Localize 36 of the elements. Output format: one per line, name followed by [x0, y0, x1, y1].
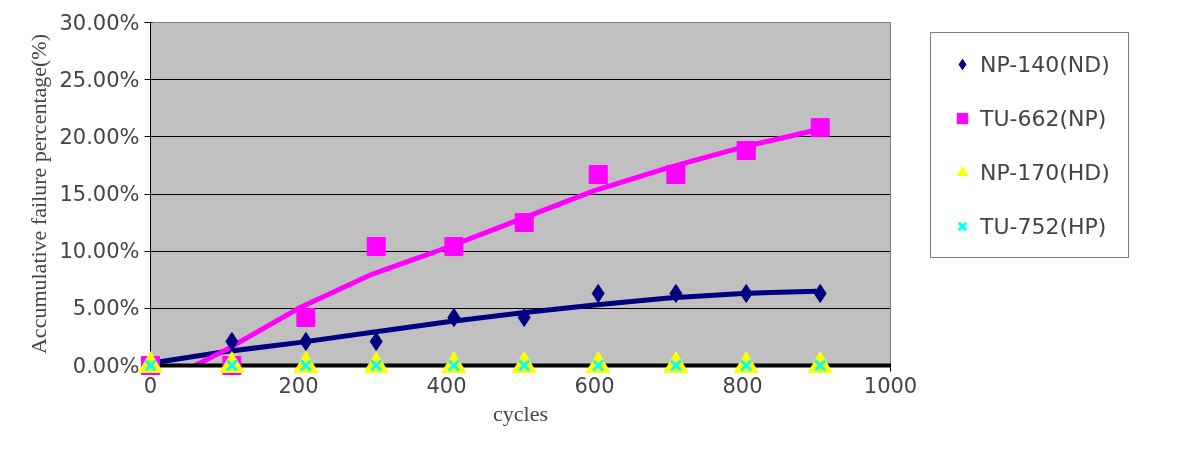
x-tick-label: 1000 — [863, 373, 918, 398]
point — [666, 165, 686, 185]
point — [739, 283, 753, 303]
point — [810, 118, 830, 138]
point — [813, 283, 827, 303]
point — [366, 237, 386, 257]
x-tick-label: 200 — [278, 373, 319, 398]
point — [447, 307, 461, 327]
y-tick-label: 0.00% — [72, 353, 140, 378]
y-axis-title: Accumulative failure percentage(%) — [26, 33, 52, 355]
point — [225, 331, 239, 351]
y-tick-label: 10.00% — [59, 239, 140, 264]
point — [299, 331, 313, 351]
legend-label: NP-170(HD) — [980, 159, 1110, 185]
y-tick-label: 15.00% — [59, 182, 140, 206]
y-tick-label: 5.00% — [72, 296, 140, 321]
x-axis-title: cycles — [493, 400, 548, 426]
point — [514, 213, 534, 233]
y-tick-label: 30.00% — [59, 10, 140, 35]
x-tick-label: 400 — [426, 373, 467, 398]
point — [444, 237, 464, 257]
x-tick-label: 0 — [143, 373, 158, 398]
point — [591, 283, 605, 303]
y-tick-label: 25.00% — [59, 67, 140, 92]
x-tick-label: 600 — [574, 373, 615, 398]
y-tick-label: 20.00% — [59, 124, 140, 149]
point — [669, 283, 683, 303]
point — [296, 307, 316, 327]
point — [588, 165, 608, 185]
point — [369, 331, 383, 351]
x-tick-label: 800 — [722, 373, 763, 398]
legend-label: TU-662(NP) — [980, 105, 1107, 131]
legend-label: TU-752(HP) — [980, 213, 1107, 239]
point — [736, 141, 756, 161]
point — [517, 307, 531, 327]
legend-label: NP-140(ND) — [980, 51, 1110, 77]
